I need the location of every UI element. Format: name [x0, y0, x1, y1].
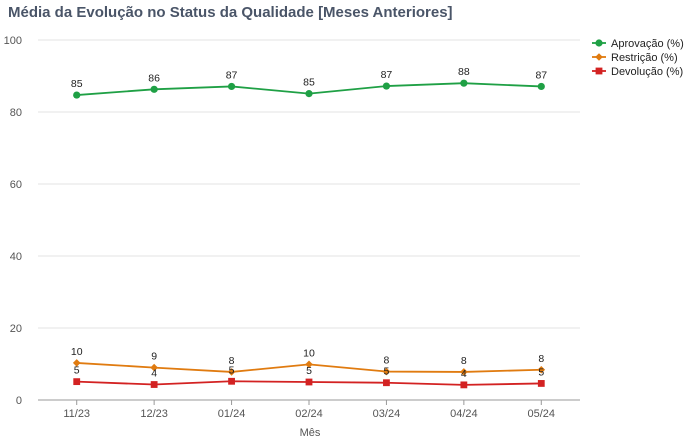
- data-point[interactable]: [305, 378, 313, 386]
- data-point[interactable]: [72, 359, 81, 367]
- x-axis-title: Mês: [300, 427, 321, 439]
- y-tick-label: 100: [4, 35, 22, 47]
- chart-title: Média da Evolução no Status da Qualidade…: [8, 4, 453, 21]
- x-tick-label: 01/24: [218, 408, 246, 420]
- data-point[interactable]: [150, 363, 158, 372]
- x-axis: 11/23 12/23 01/24 02/24 03/24 04/24 05/24: [63, 400, 555, 420]
- x-tick-label: 11/23: [63, 408, 90, 420]
- data-point[interactable]: [537, 82, 545, 91]
- data-label: 5: [384, 366, 390, 378]
- data-label: 8: [461, 355, 467, 367]
- legend-item-3[interactable]: Devolução (%): [592, 66, 683, 78]
- legend-label: Aprovação (%): [611, 38, 684, 50]
- legend-marker: [595, 67, 603, 75]
- legend[interactable]: Aprovação (%) Restrição (%) Devolução (%): [592, 38, 684, 78]
- data-point[interactable]: [537, 365, 546, 374]
- data-label: 86: [148, 72, 160, 84]
- data-point[interactable]: [383, 379, 390, 387]
- data-label: 87: [381, 69, 393, 81]
- y-tick-label: 0: [16, 395, 22, 407]
- data-point[interactable]: [460, 79, 468, 87]
- series-3: 5 4 5 5 5 4 5: [73, 364, 545, 389]
- series-1: 85 86 87 85 87 88 87: [71, 66, 547, 99]
- data-label: 10: [303, 347, 315, 359]
- data-point[interactable]: [537, 380, 545, 387]
- data-point[interactable]: [227, 82, 236, 91]
- x-tick-label: 03/24: [373, 408, 401, 420]
- data-point[interactable]: [305, 90, 313, 98]
- data-label: 8: [538, 353, 544, 365]
- y-tick-label: 80: [10, 107, 22, 119]
- data-point[interactable]: [382, 82, 391, 90]
- x-tick-label: 05/24: [528, 408, 556, 420]
- legend-item-2[interactable]: Restrição (%): [592, 52, 678, 64]
- y-tick-label: 60: [10, 179, 22, 191]
- x-tick-label: 04/24: [450, 408, 478, 420]
- data-point[interactable]: [227, 368, 236, 376]
- data-label: 5: [306, 365, 312, 377]
- y-tick-label: 20: [10, 323, 22, 335]
- data-point[interactable]: [460, 381, 468, 389]
- data-label: 87: [226, 69, 238, 81]
- data-label: 9: [151, 351, 157, 363]
- legend-marker: [595, 39, 603, 47]
- data-point[interactable]: [73, 91, 81, 99]
- data-point[interactable]: [150, 381, 158, 388]
- data-label: 4: [461, 368, 467, 380]
- x-tick-label: 12/23: [140, 408, 168, 420]
- y-axis: 0 20 40 60 80 100: [4, 35, 22, 407]
- legend-label: Devolução (%): [611, 66, 683, 78]
- data-label: 5: [74, 365, 80, 377]
- data-label: 8: [229, 355, 235, 367]
- y-tick-label: 40: [10, 251, 22, 263]
- data-point[interactable]: [228, 377, 235, 385]
- legend-marker: [595, 53, 603, 61]
- data-label: 85: [71, 78, 83, 90]
- data-label: 5: [538, 366, 544, 378]
- data-point[interactable]: [150, 85, 158, 93]
- data-label: 10: [71, 346, 83, 358]
- legend-item-1[interactable]: Aprovação (%): [592, 38, 684, 50]
- data-point[interactable]: [305, 360, 313, 369]
- data-label: 4: [151, 368, 157, 380]
- x-tick-label: 02/24: [295, 408, 323, 420]
- data-label: 88: [458, 66, 470, 78]
- data-label: 85: [303, 77, 315, 89]
- data-point[interactable]: [73, 378, 81, 386]
- legend-label: Restrição (%): [611, 52, 678, 64]
- data-point[interactable]: [460, 368, 468, 376]
- data-label: 8: [384, 355, 390, 367]
- data-label: 87: [535, 69, 547, 81]
- data-label: 5: [229, 364, 235, 376]
- series-2: 10 9 8 10 8 8 8: [71, 346, 546, 376]
- data-point[interactable]: [382, 367, 391, 376]
